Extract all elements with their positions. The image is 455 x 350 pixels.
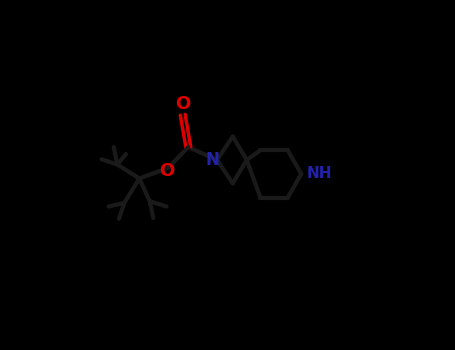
Text: NH: NH <box>307 167 332 181</box>
Text: N: N <box>206 151 220 169</box>
Text: O: O <box>175 95 190 113</box>
Text: O: O <box>159 162 174 180</box>
